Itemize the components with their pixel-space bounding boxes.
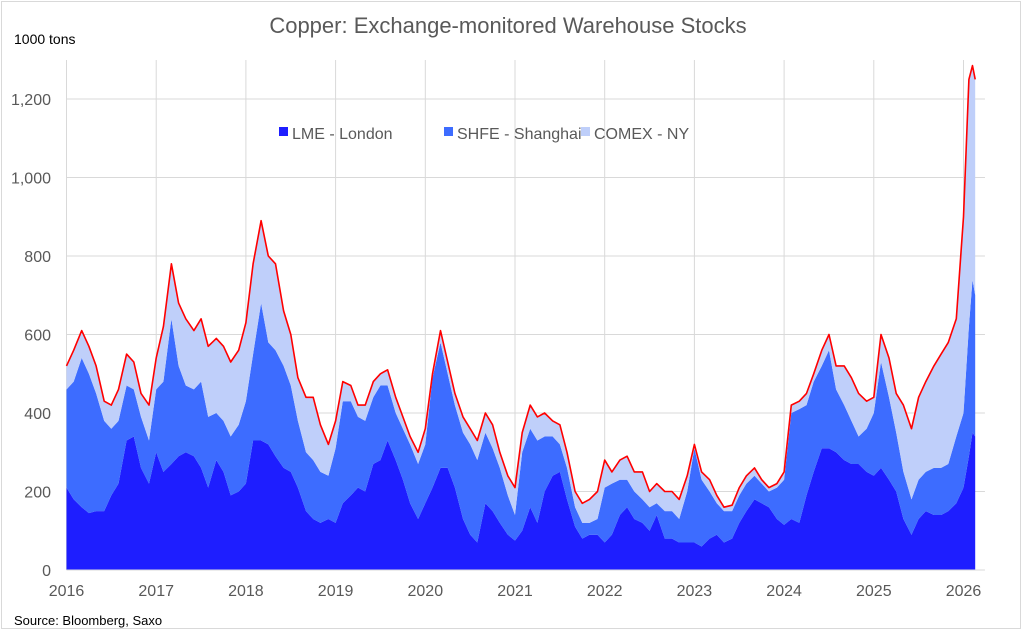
area-shfe-shanghai: [66, 279, 976, 547]
axes: 0 200 400 600 800 1,000 1,200 2016 2017 2018 2019 2…: [11, 92, 985, 600]
x-tick-label: 2016: [49, 583, 85, 600]
y-tick-label: 400: [24, 406, 51, 423]
legend-swatch: [444, 127, 453, 136]
legend-swatch: [279, 127, 288, 136]
y-tick-label: 800: [24, 249, 51, 266]
x-tick-label: 2026: [946, 583, 982, 600]
legend: LME - London SHFE - Shanghai COMEX - NY: [279, 126, 689, 143]
chart-title: Copper: Exchange-monitored Warehouse Sto…: [269, 13, 746, 38]
x-tick-label: 2023: [677, 583, 713, 600]
legend-label: LME - London: [292, 126, 393, 143]
legend-item: SHFE - Shanghai: [444, 126, 582, 143]
y-axis-unit-label: 1000 tons: [14, 31, 76, 47]
x-tick-label: 2022: [587, 583, 623, 600]
y-tick-label: 1,000: [11, 171, 51, 188]
y-tick-label: 600: [24, 328, 51, 345]
y-tick-label: 0: [42, 563, 51, 580]
source-note: Source: Bloomberg, Saxo: [14, 613, 162, 628]
legend-item: LME - London: [279, 126, 393, 143]
legend-label: COMEX - NY: [594, 126, 689, 143]
x-tick-label: 2021: [497, 583, 533, 600]
area-lme-london: [66, 432, 976, 570]
legend-swatch: [581, 127, 590, 136]
y-tick-label: 200: [24, 485, 51, 502]
stacked-areas: [65, 64, 976, 570]
x-tick-label: 2019: [318, 583, 354, 600]
legend-item: COMEX - NY: [581, 126, 689, 143]
total-line: [65, 64, 976, 508]
y-tick-label: 1,200: [11, 92, 51, 109]
x-tick-label: 2025: [856, 583, 892, 600]
x-tick-label: 2020: [408, 583, 444, 600]
x-tick-label: 2024: [766, 583, 802, 600]
x-tick-label: 2017: [138, 583, 174, 600]
x-tick-label: 2018: [228, 583, 264, 600]
legend-label: SHFE - Shanghai: [457, 126, 582, 143]
